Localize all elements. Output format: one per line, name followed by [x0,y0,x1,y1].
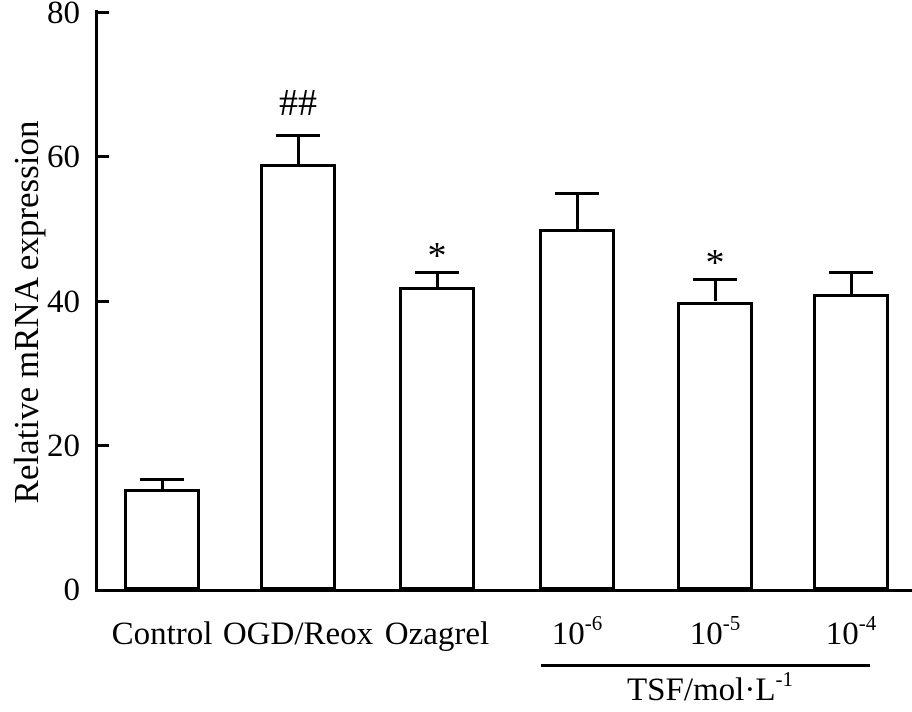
tsf-group-underline [541,664,870,667]
significance-marker-1: ## [279,81,317,124]
x-axis-label-4: 10-5 [689,611,741,652]
tsf-group-label: TSF/mol·L-1 [626,667,794,708]
y-tick-label-60: 60 [47,139,80,176]
exponent: -6 [584,611,603,635]
significance-marker-2: * [427,234,447,277]
error-bar-cap-2 [415,271,459,275]
y-tick-80 [95,11,109,14]
bar-1 [260,164,336,590]
y-tick-40 [95,299,109,303]
y-tick-label-20: 20 [47,427,80,464]
bar-3 [539,229,615,590]
error-bar-cap-3 [555,191,599,195]
exponent: -4 [858,611,877,635]
bar-2 [399,287,475,590]
x-axis-line [95,589,912,592]
error-bar-stem-2 [435,272,439,288]
significance-marker-4: * [705,241,725,284]
error-bar-stem-4 [713,279,717,302]
exponent: -1 [775,667,794,691]
y-tick-label-80: 80 [47,0,80,31]
error-bar-cap-1 [276,134,320,138]
error-bar-cap-5 [829,271,873,275]
x-axis-label-3: 10-6 [551,611,603,652]
y-tick-20 [95,443,109,447]
bar-0 [124,489,200,590]
error-bar-stem-0 [160,479,164,490]
error-bar-stem-3 [575,193,579,230]
error-bar-cap-4 [693,278,737,282]
y-tick-label-0: 0 [63,572,81,608]
y-tick-label-40: 40 [47,283,80,320]
bar-5 [813,294,889,590]
x-axis-label-5: 10-4 [825,611,877,652]
y-tick-60 [95,155,109,159]
x-axis-label-2: Ozagrel [384,616,490,652]
error-bar-cap-0 [140,478,184,482]
x-axis-label-1: OGD/Reox [222,616,374,652]
x-axis-label-0: Control [111,616,213,652]
bar-4 [677,301,753,590]
error-bar-stem-5 [849,272,853,295]
error-bar-stem-1 [296,135,300,165]
exponent: -5 [722,611,741,635]
